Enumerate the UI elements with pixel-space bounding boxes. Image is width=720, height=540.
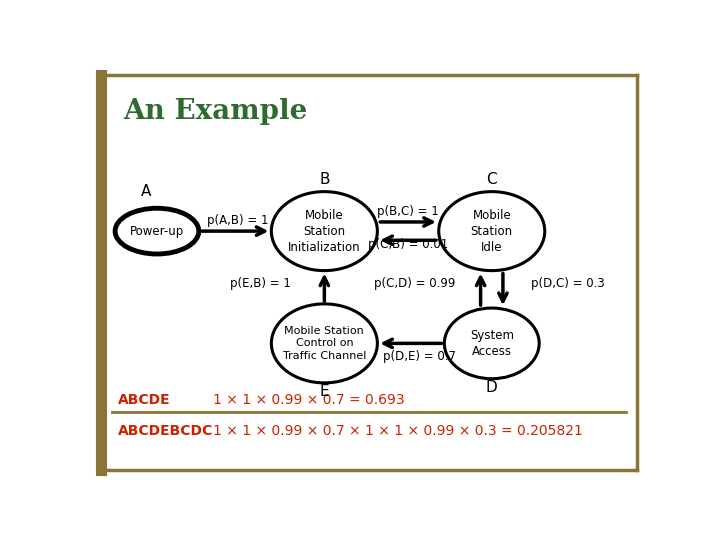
Text: p(C,B) = 0.01: p(C,B) = 0.01 [368,238,448,251]
Text: p(C,D) = 0.99: p(C,D) = 0.99 [374,276,456,289]
Text: An Example: An Example [124,98,308,125]
Text: D: D [486,380,498,395]
Text: Mobile
Station
Idle: Mobile Station Idle [471,208,513,254]
Ellipse shape [271,304,377,383]
Text: 1 × 1 × 0.99 × 0.7 = 0.693: 1 × 1 × 0.99 × 0.7 = 0.693 [213,393,405,407]
Text: E: E [320,384,329,399]
Text: Power-up: Power-up [130,225,184,238]
Text: System
Access: System Access [469,329,514,358]
Ellipse shape [438,192,545,271]
Text: p(D,E) = 0.7: p(D,E) = 0.7 [383,350,456,363]
Text: p(B,C) = 1: p(B,C) = 1 [377,205,439,218]
Text: p(D,C) = 0.3: p(D,C) = 0.3 [531,276,605,289]
Text: ABCDE: ABCDE [118,393,171,407]
Text: p(A,B) = 1: p(A,B) = 1 [207,214,269,227]
Text: Mobile Station
Control on
Traffic Channel: Mobile Station Control on Traffic Channe… [283,326,366,361]
Text: C: C [487,172,497,187]
Text: p(E,B) = 1: p(E,B) = 1 [230,276,291,289]
Text: ABCDEBCDC: ABCDEBCDC [118,424,213,438]
Ellipse shape [444,308,539,379]
Text: B: B [319,172,330,187]
Text: A: A [140,184,151,199]
Ellipse shape [115,208,199,254]
Text: 1 × 1 × 0.99 × 0.7 × 1 × 1 × 0.99 × 0.3 = 0.205821: 1 × 1 × 0.99 × 0.7 × 1 × 1 × 0.99 × 0.3 … [213,424,582,438]
Ellipse shape [271,192,377,271]
Text: Mobile
Station
Initialization: Mobile Station Initialization [288,208,361,254]
